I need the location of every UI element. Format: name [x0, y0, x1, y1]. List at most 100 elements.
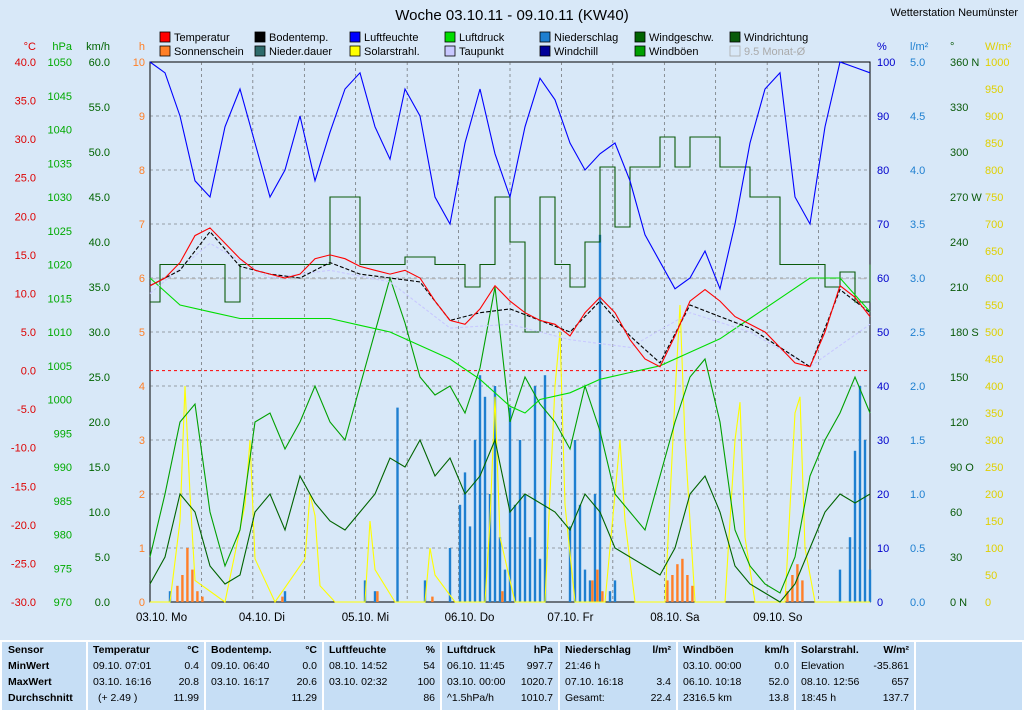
temp-axis-tick: 5.0	[21, 327, 36, 339]
temperature-stats: Temperatur °C 09.10. 07:01 0.4 03.10. 16:1…	[88, 642, 204, 710]
rain-bar	[363, 580, 367, 602]
sunshine-bar	[666, 580, 669, 602]
rain-bar	[523, 494, 527, 602]
solar-axis-tick: 650	[985, 246, 1003, 258]
rain-bar	[538, 558, 542, 602]
sunshine-bar	[601, 591, 604, 602]
press-min-value: 997.7	[526, 660, 553, 672]
ground-max-value: 20.6	[296, 676, 317, 688]
legend-label: Bodentemp.	[269, 32, 328, 44]
gust-max-time: 06.10. 10:18	[683, 676, 742, 688]
solar-axis-tick: 350	[985, 408, 1003, 420]
legend-swatch	[539, 31, 551, 43]
rain-bar	[493, 386, 497, 602]
pressure-axis-tick: 995	[54, 428, 72, 440]
rain-bar	[478, 375, 482, 602]
temp-unit: °C	[187, 644, 199, 656]
rain-bar	[863, 440, 867, 602]
solar-axis-tick: 900	[985, 111, 1003, 123]
rain-axis-tick: 0.0	[910, 597, 925, 609]
wind-axis-tick: 40.0	[89, 237, 110, 249]
sunshine-bar	[676, 564, 679, 602]
sunshine-bar	[176, 585, 179, 602]
pressure-axis-tick: 980	[54, 530, 72, 542]
pressure-stats: Luftdruck hPa 06.10. 11:45 997.7 03.10. 00…	[442, 642, 558, 710]
legend-swatch	[159, 31, 171, 43]
gust-avg-value: 13.8	[768, 692, 789, 704]
rain-bar	[396, 407, 399, 602]
rain-bar	[858, 386, 862, 602]
sunshine-bar	[186, 548, 189, 602]
rain-bar	[533, 386, 537, 602]
wind-axis-tick: 25.0	[89, 372, 110, 384]
x-axis-label: 04.10. Di	[239, 612, 285, 624]
temp-axis-tick: 20.0	[15, 211, 36, 223]
solar-axis-tick: 700	[985, 219, 1003, 231]
pressure-axis-unit: hPa	[52, 41, 72, 53]
pressure-axis-tick: 1015	[48, 293, 72, 305]
ground-avg-value: 11.29	[291, 692, 318, 704]
temp-axis-tick: 40.0	[15, 57, 36, 69]
pressure-axis-tick: 970	[54, 597, 72, 609]
direction-axis-tick: 360 N	[950, 57, 979, 69]
temp-avg-trend: (+ 2.49 )	[98, 692, 138, 704]
temp-title: Temperatur	[93, 644, 150, 656]
sunshine-bar	[691, 585, 694, 602]
sunshine-axis-tick: 0	[139, 597, 145, 609]
legend-label: 9.5 Monat-Ø	[744, 46, 806, 58]
min-label: MinWert	[8, 660, 50, 672]
solar-elevation-label: Elevation	[801, 660, 845, 672]
wind-axis-tick: 45.0	[89, 192, 110, 204]
rain-axis-tick: 1.0	[910, 489, 925, 501]
solar-axis-tick: 200	[985, 489, 1003, 501]
rain-unit: l/m²	[652, 644, 671, 656]
humidity-axis-tick: 10	[877, 543, 889, 555]
direction-axis-tick: 270 W	[950, 192, 982, 204]
gust-unit: km/h	[764, 644, 789, 656]
rain-axis-tick: 2.5	[910, 327, 925, 339]
solar-axis-tick: 0	[985, 597, 991, 609]
sunshine-axis-tick: 3	[139, 435, 145, 447]
ground-min-time: 09.10. 06:40	[211, 660, 270, 672]
pressure-axis-tick: 1025	[48, 226, 72, 238]
temp-axis-tick: 10.0	[15, 288, 36, 300]
series-solarstrahl	[150, 304, 870, 604]
solar-max-time: 08.10. 12:56	[801, 676, 860, 688]
solar-axis-tick: 600	[985, 273, 1003, 285]
rain-bar	[608, 591, 612, 602]
direction-axis-tick: 60	[950, 507, 962, 519]
station-name: Wetterstation Neumünster	[890, 7, 1018, 19]
humidity-axis-tick: 60	[877, 273, 889, 285]
legend-label: Sonnenschein	[174, 46, 244, 58]
temp-avg-value: 11.99	[173, 692, 200, 704]
max-label: MaxWert	[8, 676, 52, 688]
wind-axis-tick: 55.0	[89, 102, 110, 114]
hum-min-time: 08.10. 14:52	[329, 660, 388, 672]
wind-axis-tick: 50.0	[89, 147, 110, 159]
temp-axis-tick: 35.0	[15, 96, 36, 108]
rain-bar	[503, 569, 507, 602]
legend-swatch	[254, 31, 266, 43]
solar-axis-tick: 50	[985, 570, 997, 582]
sunshine-bar	[796, 564, 799, 602]
x-axis-label: 05.10. Mi	[342, 612, 389, 624]
solar-axis-tick: 750	[985, 192, 1003, 204]
direction-axis-tick: 120	[950, 417, 968, 429]
ground-max-time: 03.10. 16:17	[211, 676, 270, 688]
temp-axis-tick: -15.0	[11, 481, 36, 493]
solar-axis-tick: 300	[985, 435, 1003, 447]
sunshine-bar	[591, 580, 594, 602]
avg-label: Durchschnitt	[8, 692, 73, 704]
solar-axis-tick: 850	[985, 138, 1003, 150]
pressure-axis-tick: 1020	[48, 260, 72, 272]
chart-svg: °C40.035.030.025.020.015.010.05.00.0-5.0…	[11, 7, 1018, 624]
solar-avg-value: 137.7	[882, 692, 909, 704]
humidity-axis-tick: 0	[877, 597, 883, 609]
sunshine-axis-tick: 5	[139, 327, 145, 339]
humidity-axis-tick: 90	[877, 111, 889, 123]
legend-label: Solarstrahl.	[364, 46, 420, 58]
rain-axis-tick: 3.5	[910, 219, 925, 231]
hum-max-value: 100	[417, 676, 435, 688]
sunshine-bar	[786, 591, 789, 602]
rain-bar	[423, 580, 427, 602]
